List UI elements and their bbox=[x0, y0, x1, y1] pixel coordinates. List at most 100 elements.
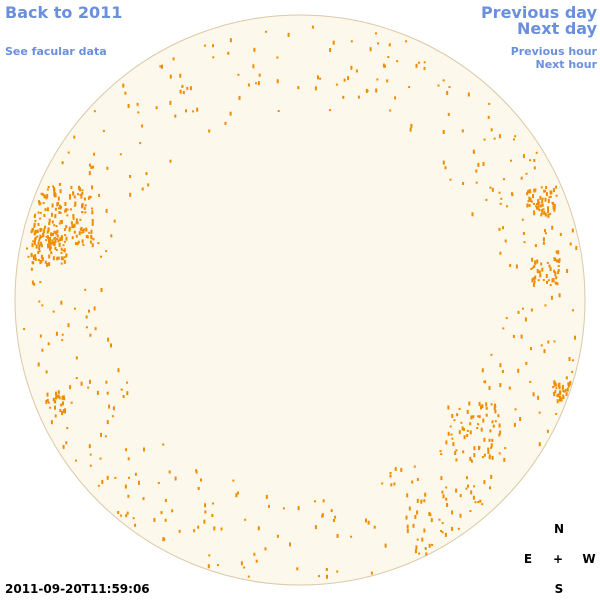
facula bbox=[533, 159, 536, 162]
facula bbox=[62, 244, 65, 247]
facula bbox=[208, 129, 211, 133]
facula bbox=[423, 61, 426, 64]
facula bbox=[80, 194, 83, 199]
facula bbox=[389, 109, 392, 112]
facula bbox=[128, 476, 130, 479]
facula bbox=[276, 79, 279, 84]
facula bbox=[56, 234, 59, 238]
facula bbox=[164, 499, 167, 503]
facula bbox=[161, 64, 163, 69]
facula bbox=[463, 427, 465, 431]
facula bbox=[498, 433, 501, 437]
facula bbox=[89, 240, 92, 244]
facula bbox=[439, 450, 442, 453]
facula bbox=[409, 127, 412, 132]
facula bbox=[253, 47, 256, 52]
facula bbox=[440, 453, 443, 455]
facula bbox=[54, 405, 56, 410]
facula bbox=[489, 186, 492, 189]
facula bbox=[193, 529, 196, 533]
facula bbox=[538, 442, 541, 447]
facula bbox=[60, 247, 63, 251]
facula bbox=[54, 400, 57, 404]
next-day-link[interactable]: Next day bbox=[517, 19, 597, 38]
facula bbox=[77, 193, 79, 196]
previous-day-link[interactable]: Previous day bbox=[480, 3, 597, 22]
facula bbox=[469, 456, 472, 461]
facula bbox=[72, 214, 75, 218]
facula bbox=[483, 480, 486, 485]
facula bbox=[67, 323, 70, 328]
facula bbox=[232, 479, 235, 482]
facula bbox=[479, 499, 482, 503]
facula bbox=[532, 282, 535, 287]
facula bbox=[40, 244, 43, 248]
facula bbox=[525, 361, 528, 365]
facula bbox=[567, 382, 570, 386]
facula bbox=[46, 392, 49, 397]
facula bbox=[185, 109, 187, 113]
facula bbox=[212, 502, 214, 505]
facula bbox=[533, 166, 536, 170]
facula bbox=[224, 121, 227, 125]
facula bbox=[153, 517, 156, 522]
facula bbox=[69, 385, 72, 390]
next-hour-link[interactable]: Next hour bbox=[535, 58, 598, 71]
facula bbox=[498, 452, 501, 455]
facula bbox=[69, 194, 71, 198]
facula bbox=[81, 211, 84, 214]
facula bbox=[503, 457, 506, 462]
facula bbox=[58, 397, 61, 400]
facula bbox=[533, 189, 536, 193]
facula bbox=[91, 185, 94, 190]
facula bbox=[470, 415, 473, 420]
compass-north: N bbox=[553, 522, 565, 536]
facula bbox=[40, 241, 43, 246]
facula bbox=[418, 552, 421, 555]
facula bbox=[174, 114, 177, 118]
facula bbox=[141, 187, 144, 191]
facula bbox=[61, 395, 64, 400]
facula bbox=[49, 247, 51, 251]
facula bbox=[74, 307, 76, 310]
facula bbox=[490, 474, 493, 479]
facula bbox=[490, 443, 493, 448]
facula bbox=[447, 405, 450, 410]
facula bbox=[64, 409, 66, 414]
facula bbox=[48, 238, 51, 243]
facula bbox=[526, 203, 529, 208]
back-year-link[interactable]: Back to 2011 bbox=[5, 3, 123, 22]
facula bbox=[549, 212, 552, 215]
facula bbox=[91, 210, 94, 215]
facula bbox=[471, 212, 474, 217]
facula bbox=[373, 525, 376, 529]
facular-data-link[interactable]: See facular data bbox=[5, 45, 107, 58]
facula bbox=[569, 380, 572, 385]
facula bbox=[212, 56, 215, 59]
facula bbox=[212, 44, 214, 48]
facula bbox=[441, 522, 444, 525]
facula bbox=[574, 335, 576, 340]
facula bbox=[98, 193, 101, 197]
facula bbox=[451, 526, 454, 531]
facula bbox=[457, 527, 460, 530]
facula bbox=[141, 124, 144, 128]
facula bbox=[87, 386, 90, 389]
facula bbox=[477, 162, 480, 167]
facula bbox=[468, 401, 471, 406]
facula bbox=[517, 368, 520, 373]
facula bbox=[538, 209, 541, 212]
facula bbox=[66, 208, 69, 211]
facula bbox=[396, 60, 399, 63]
facula bbox=[481, 456, 484, 459]
previous-hour-link[interactable]: Previous hour bbox=[510, 45, 597, 58]
facula bbox=[489, 486, 491, 490]
facula bbox=[440, 476, 443, 481]
facula bbox=[75, 459, 77, 462]
facula bbox=[37, 211, 40, 214]
facula bbox=[88, 231, 91, 234]
facula bbox=[321, 514, 324, 518]
facula bbox=[572, 359, 574, 362]
facula bbox=[169, 159, 172, 163]
facula bbox=[73, 195, 76, 199]
